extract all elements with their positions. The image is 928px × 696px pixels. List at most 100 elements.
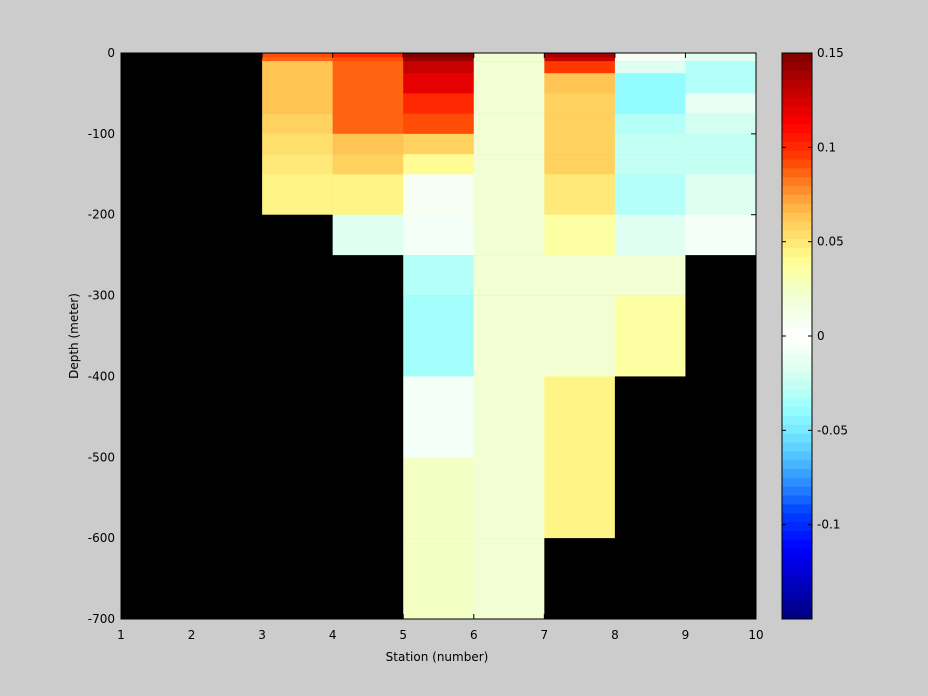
colorbar-step <box>782 70 812 80</box>
x-tick-label: 6 <box>470 628 478 642</box>
colorbar-step <box>782 601 812 611</box>
heatmap-cell <box>614 73 686 94</box>
heatmap-cell <box>262 255 333 296</box>
x-tick-label: 7 <box>541 628 549 642</box>
colorbar-step <box>782 176 812 187</box>
heatmap-cell <box>403 214 475 256</box>
heatmap-cell <box>403 73 475 94</box>
heatmap-cell <box>121 57 192 62</box>
y-tick-label: -300 <box>88 289 115 303</box>
heatmap-cell <box>121 93 192 114</box>
colorbar-step <box>782 185 812 195</box>
colorbar-step <box>782 583 812 593</box>
colorbar-step <box>782 389 812 399</box>
colorbar-step <box>782 380 812 390</box>
heatmap <box>121 53 757 620</box>
heatmap-cell <box>614 174 686 216</box>
heatmap-cell <box>473 57 545 62</box>
heatmap-cell <box>262 53 333 58</box>
heatmap-cell <box>614 113 686 135</box>
colorbar-tick-label: -0.05 <box>817 423 848 437</box>
heatmap-cell <box>544 93 616 114</box>
x-tick-label: 4 <box>329 628 337 642</box>
heatmap-cell <box>332 154 404 175</box>
heatmap-cell <box>685 113 757 135</box>
colorbar-step <box>782 318 812 328</box>
heatmap-cell <box>614 255 686 296</box>
heatmap-cell <box>332 93 404 114</box>
heatmap-cell <box>544 133 616 155</box>
colorbar-step <box>782 203 812 213</box>
heatmap-cell <box>262 93 333 114</box>
heatmap-cell <box>332 214 404 256</box>
x-axis-label: Station (number) <box>386 650 489 664</box>
colorbar-step <box>782 282 812 293</box>
colorbar-tick-label: -0.1 <box>817 518 840 532</box>
heatmap-cell <box>403 57 475 62</box>
heatmap-cell <box>614 457 686 539</box>
colorbar-step <box>782 132 812 142</box>
colorbar-step <box>782 442 812 452</box>
heatmap-cell <box>332 53 404 58</box>
heatmap-cell <box>403 174 475 216</box>
colorbar-step <box>782 123 812 133</box>
colorbar-step <box>782 212 812 222</box>
colorbar-step <box>782 291 812 302</box>
colorbar-step <box>782 459 812 470</box>
heatmap-cell <box>473 457 545 539</box>
colorbar-step <box>782 256 812 266</box>
heatmap-cell <box>191 133 263 155</box>
y-tick-label: -500 <box>88 450 115 464</box>
heatmap-cell <box>121 255 192 296</box>
heatmap-cell <box>614 295 686 377</box>
heatmap-cell <box>685 53 757 58</box>
heatmap-cell <box>544 255 616 296</box>
heatmap-cell <box>544 61 616 74</box>
colorbar-step <box>782 79 812 89</box>
y-tick-label: -100 <box>88 127 115 141</box>
colorbar-step <box>782 504 812 514</box>
colorbar-step <box>782 539 812 549</box>
x-tick-label: 9 <box>682 628 690 642</box>
heatmap-cell <box>544 457 616 539</box>
colorbar-step <box>782 97 812 107</box>
heatmap-cell <box>473 295 545 377</box>
heatmap-cell <box>614 214 686 256</box>
heatmap-cell <box>614 53 686 58</box>
heatmap-cell <box>403 457 475 539</box>
heatmap-cell <box>403 133 475 155</box>
x-tick-label: 8 <box>611 628 619 642</box>
heatmap-cell <box>121 73 192 94</box>
heatmap-cell <box>685 57 757 62</box>
heatmap-cell <box>685 295 757 377</box>
colorbar-step <box>782 300 812 310</box>
colorbar-step <box>782 512 812 523</box>
heatmap-cell <box>262 73 333 94</box>
colorbar-tick-label: 0.1 <box>817 140 836 154</box>
heatmap-cell <box>262 538 333 620</box>
y-tick-label: -400 <box>88 369 115 383</box>
heatmap-cell <box>262 295 333 377</box>
colorbar-tick-label: 0.05 <box>817 235 844 249</box>
colorbar-step <box>782 610 812 620</box>
heatmap-cell <box>473 255 545 296</box>
heatmap-cell <box>473 93 545 114</box>
heatmap-cell <box>473 61 545 74</box>
heatmap-cell <box>544 174 616 216</box>
heatmap-cell <box>121 133 192 155</box>
colorbar-step <box>782 327 812 337</box>
y-tick-label: 0 <box>107 46 115 60</box>
colorbar <box>782 53 812 620</box>
colorbar-tick-label: 0.15 <box>817 46 844 60</box>
heatmap-cell <box>544 57 616 62</box>
heatmap-cell <box>685 133 757 155</box>
heatmap-cell <box>332 174 404 216</box>
heatmap-cell <box>614 61 686 74</box>
heatmap-cell <box>121 376 192 458</box>
colorbar-step <box>782 592 812 602</box>
colorbar-step <box>782 371 812 381</box>
colorbar-step <box>782 194 812 204</box>
colorbar-step <box>782 353 812 363</box>
x-tick-label: 10 <box>748 628 763 642</box>
